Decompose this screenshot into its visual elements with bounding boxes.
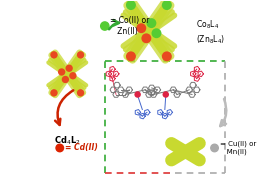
Point	[129, 55, 133, 58]
Point	[67, 67, 71, 70]
Point	[149, 22, 154, 25]
Point	[154, 32, 159, 35]
Point	[78, 91, 83, 94]
Point	[59, 70, 64, 74]
Point	[63, 78, 68, 81]
Point	[135, 93, 140, 96]
Point	[144, 37, 149, 40]
Point	[71, 74, 75, 77]
Point	[165, 4, 169, 7]
Text: = Cu(II) or
   Mn(II): = Cu(II) or Mn(II)	[220, 141, 256, 155]
Circle shape	[56, 144, 64, 152]
Text: = Co(II) or
   Zn(II): = Co(II) or Zn(II)	[110, 16, 150, 36]
Point	[165, 55, 169, 58]
Point	[129, 4, 133, 7]
Circle shape	[101, 22, 109, 30]
Point	[52, 53, 56, 56]
Circle shape	[211, 144, 218, 152]
Point	[78, 53, 83, 56]
Point	[139, 27, 143, 30]
Point	[52, 91, 56, 94]
Point	[163, 93, 168, 96]
Text: Cd$_4$L$_2$: Cd$_4$L$_2$	[54, 135, 81, 147]
Text: Co$_8$L$_4$
(Zn$_8$L$_4$): Co$_8$L$_4$ (Zn$_8$L$_4$)	[196, 19, 225, 46]
Text: = Cd(II): = Cd(II)	[65, 143, 98, 153]
